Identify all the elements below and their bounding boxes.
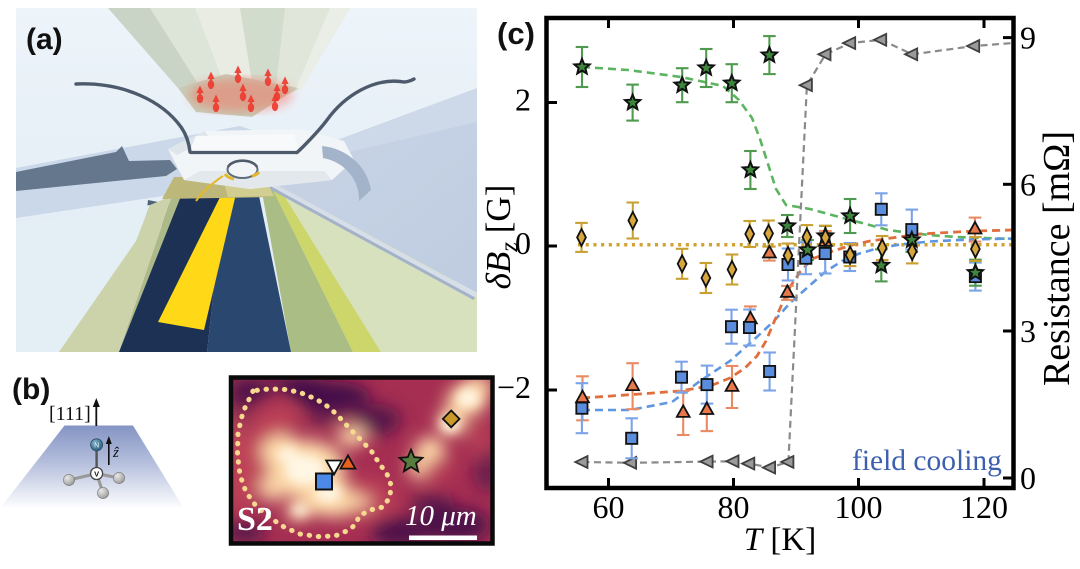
svg-text:δBz [G]: δBz [G] xyxy=(479,185,523,290)
svg-text:S2: S2 xyxy=(237,501,273,538)
svg-text:9: 9 xyxy=(1020,20,1036,56)
svg-text:10 μm: 10 μm xyxy=(405,500,477,532)
svg-text:100: 100 xyxy=(835,489,883,525)
svg-text:6: 6 xyxy=(1020,166,1036,202)
svg-text:0: 0 xyxy=(1020,460,1036,496)
svg-text:field cooling: field cooling xyxy=(852,445,1002,477)
svg-text:T [K]: T [K] xyxy=(744,522,816,558)
svg-text:V: V xyxy=(94,470,99,479)
svg-text:3: 3 xyxy=(1020,313,1036,349)
svg-text:(a): (a) xyxy=(26,23,63,56)
svg-text:[111]: [111] xyxy=(49,403,91,425)
svg-text:ẑ: ẑ xyxy=(112,445,119,461)
svg-text:N: N xyxy=(94,443,99,450)
svg-text:Resistance [mΩ]: Resistance [mΩ] xyxy=(1036,131,1078,386)
svg-text:(b): (b) xyxy=(12,373,50,406)
svg-text:(c): (c) xyxy=(497,16,535,51)
svg-text:80: 80 xyxy=(718,489,750,525)
svg-text:2: 2 xyxy=(515,82,531,118)
svg-text:60: 60 xyxy=(593,489,625,525)
svg-text:0: 0 xyxy=(515,225,531,261)
svg-text:−2: −2 xyxy=(497,369,531,405)
svg-text:120: 120 xyxy=(960,489,1008,525)
